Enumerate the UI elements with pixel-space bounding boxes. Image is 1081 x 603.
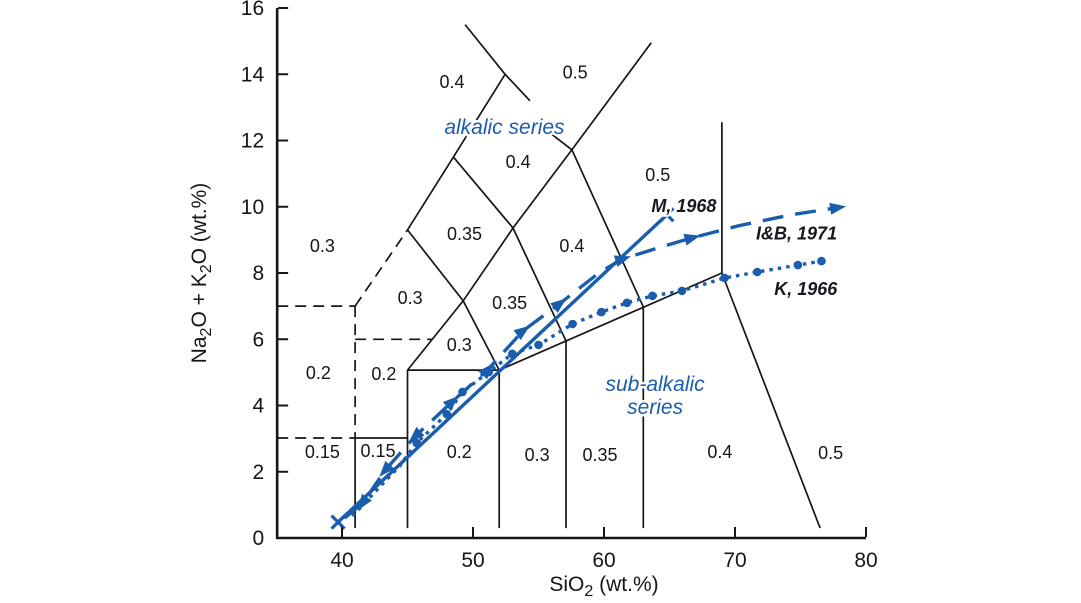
boundary-line	[546, 129, 645, 308]
contour-value-label: 0.2	[306, 363, 331, 383]
y-tick-label: 12	[241, 130, 264, 153]
y-tick-label: 10	[241, 196, 264, 219]
contour-value-label: 0.2	[371, 364, 396, 384]
contour-value-label: 0.5	[645, 165, 670, 185]
circle-marker-icon	[752, 267, 762, 277]
circle-marker-icon	[648, 291, 657, 301]
y-axis-title: Na2O + K2O (wt.%)	[188, 183, 215, 364]
y-tick-label: 16	[241, 0, 264, 20]
triangle-marker-icon	[408, 426, 425, 443]
contour-value-label: 0.2	[447, 442, 472, 462]
triangle-marker-icon	[379, 460, 395, 477]
boundary-line	[452, 156, 567, 342]
contour-value-label: 0.35	[583, 445, 618, 465]
contour-value-label: 0.3	[447, 335, 472, 355]
axis-frame	[275, 8, 866, 540]
x-tick-label: 60	[592, 549, 615, 572]
contour-value-label: 0.3	[398, 288, 423, 308]
y-tick-label: 4	[252, 395, 264, 418]
contour-value-label: 0.5	[563, 63, 588, 83]
contour-value-label: 0.4	[440, 72, 465, 92]
curve-label: K, 1966	[774, 279, 838, 299]
contour-value-label: 0.3	[310, 236, 335, 256]
circle-marker-icon	[508, 349, 517, 359]
series-i-b-1971: I&B, 1971	[343, 202, 847, 520]
x-marker-icon	[659, 207, 675, 223]
circle-marker-icon	[622, 298, 632, 308]
triangle-marker-icon	[513, 325, 531, 340]
circle-marker-icon	[677, 286, 687, 296]
series-curve	[351, 259, 822, 518]
circle-marker-icon	[458, 387, 467, 397]
contour-value-label: 0.35	[492, 293, 527, 313]
contour-value-label: 0.15	[305, 442, 340, 462]
boundary-line	[464, 24, 531, 102]
contour-value-label: 0.4	[559, 236, 584, 256]
curve-label: M, 1968	[651, 196, 716, 216]
boundary-line	[406, 229, 500, 371]
x-axis-title: SiO2 (wt.%)	[549, 573, 658, 600]
boundary-line	[721, 272, 821, 529]
contour-value-label: 0.5	[818, 443, 843, 463]
series-k-1966: K, 1966	[351, 256, 840, 518]
zone-label: sub-alkalic	[605, 373, 705, 396]
contour-value-label: 0.4	[506, 152, 531, 172]
y-tick-label: 2	[252, 461, 264, 484]
x-tick-label: 80	[854, 549, 877, 572]
triangle-marker-icon	[550, 298, 567, 313]
circle-marker-icon	[534, 340, 543, 350]
y-tick-label: 0	[252, 527, 264, 550]
contour-value-label: 0.4	[707, 442, 732, 462]
circle-marker-icon	[720, 273, 729, 283]
y-tick-label: 8	[252, 262, 264, 285]
x-marker-icon	[330, 514, 346, 530]
circle-marker-icon	[484, 367, 494, 377]
circle-marker-icon	[793, 260, 803, 270]
triangle-marker-icon	[442, 395, 459, 411]
boundary-line-dashed	[354, 229, 409, 307]
circle-marker-icon	[597, 307, 606, 317]
triangle-marker-icon	[613, 255, 631, 267]
contour-value-label: 0.3	[525, 445, 550, 465]
circle-marker-icon	[817, 256, 826, 266]
triangle-marker-icon	[683, 233, 701, 246]
field-boundary-lines	[277, 24, 821, 529]
contour-value-labels: 0.3 0.4 0.5 0.4 0.5 0.35 0.3 0.35 0.4 0.3 0.2 0.2 0.…	[303, 61, 845, 467]
circle-marker-icon	[442, 409, 452, 419]
x-tick-label: 70	[723, 549, 746, 572]
circle-marker-icon	[412, 438, 421, 448]
zone-label: alkalic series	[444, 116, 565, 139]
zone-label: series	[627, 396, 684, 419]
curve-label: I&B, 1971	[756, 223, 837, 243]
contour-value-label: 0.15	[361, 441, 396, 461]
x-tick-label: 50	[461, 549, 484, 572]
x-tick-label: 40	[330, 549, 353, 572]
boundary-line	[407, 272, 723, 371]
contour-value-label: 0.35	[447, 224, 482, 244]
boundary-line	[406, 73, 506, 231]
circle-marker-icon	[568, 319, 577, 329]
y-tick-label: 14	[241, 63, 265, 86]
axes: 0 2 4 6 8 10 12 14 16 40 50 60 70 80 SiO2 (wt.%) Na2O +…	[188, 0, 878, 600]
y-tick-label: 6	[252, 328, 264, 351]
boundary-line	[406, 42, 652, 371]
triangle-marker-icon	[829, 202, 847, 215]
series-curve	[343, 206, 838, 520]
